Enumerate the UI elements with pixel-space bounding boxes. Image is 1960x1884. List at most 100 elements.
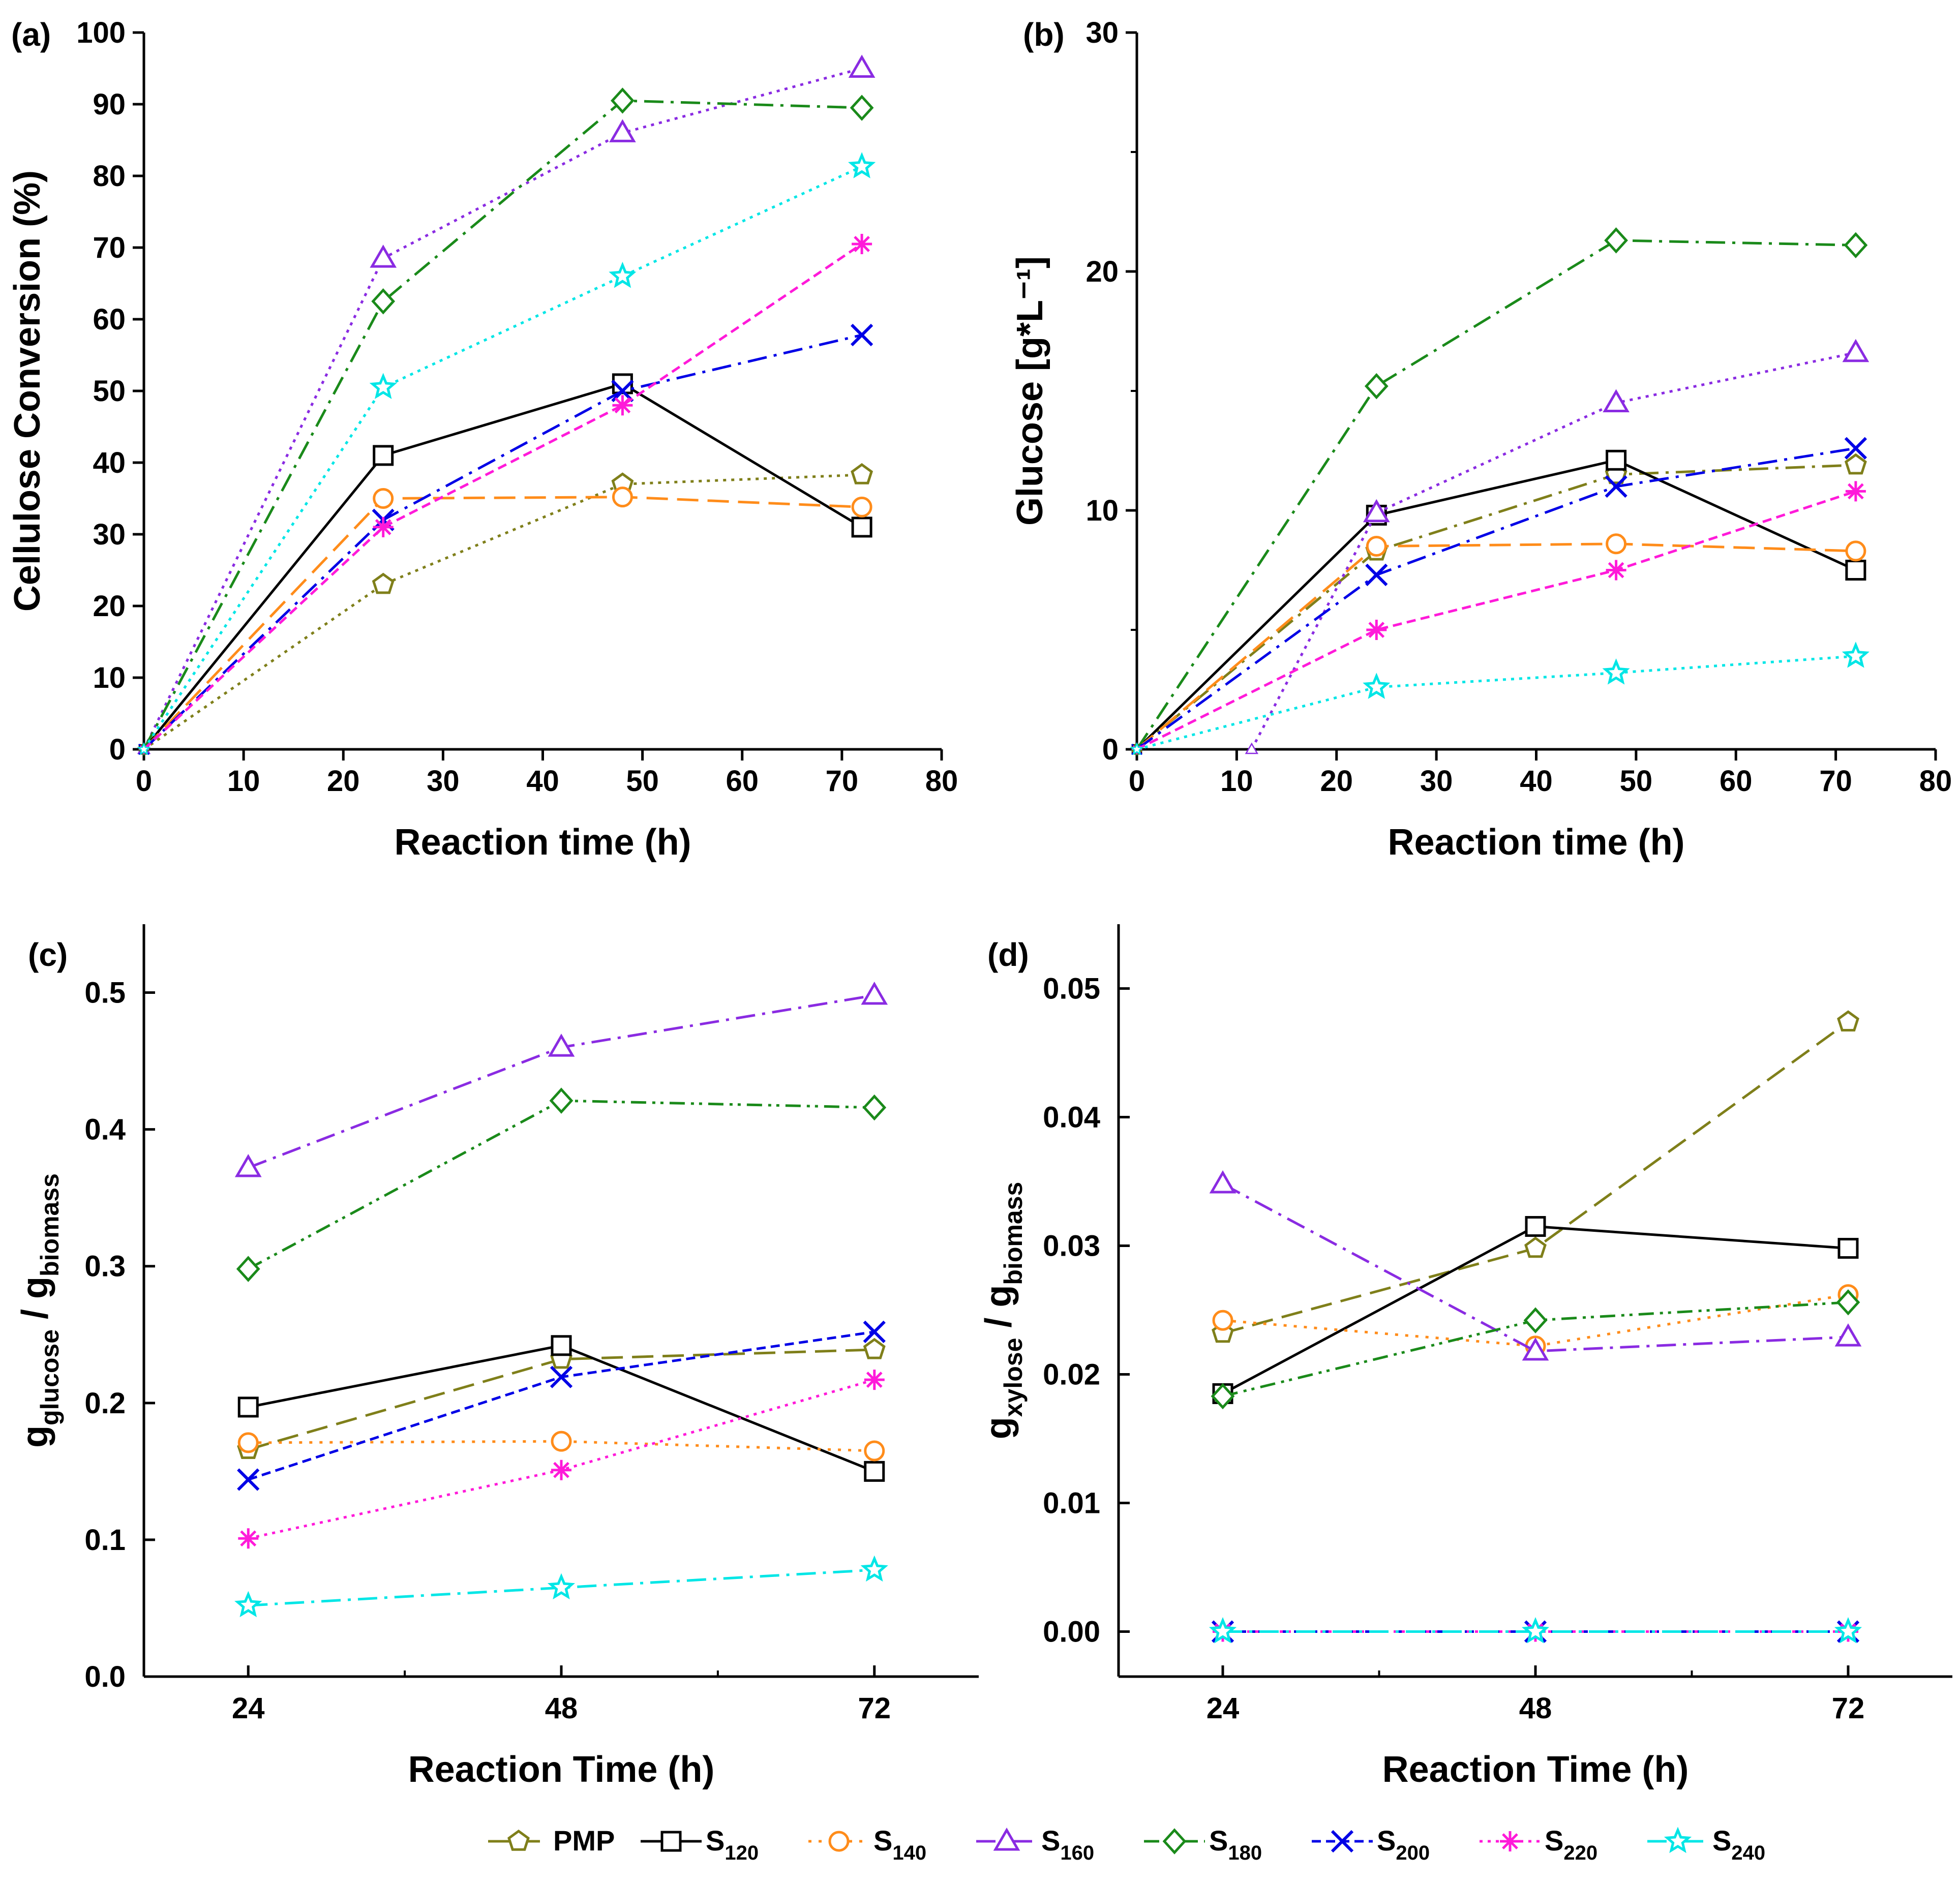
series-line-S140 bbox=[1222, 1293, 1849, 1348]
data-point-S120 bbox=[864, 1461, 885, 1482]
y-tick-label: 0.01 bbox=[1043, 1486, 1100, 1520]
data-point-S240 bbox=[1363, 673, 1391, 699]
data-point-S120 bbox=[1845, 560, 1866, 581]
x-tick-label: 70 bbox=[826, 765, 859, 798]
x-tick-label: 10 bbox=[1220, 765, 1253, 798]
data-point-S140 bbox=[612, 487, 633, 508]
series-line-PMP bbox=[143, 473, 862, 751]
data-point-S200 bbox=[550, 1365, 573, 1388]
data-point-S160 bbox=[1834, 1323, 1862, 1347]
legend-marker-S140 bbox=[828, 1831, 850, 1852]
series-line-S140 bbox=[143, 496, 862, 750]
x-tick-label: 60 bbox=[1720, 765, 1753, 798]
x-tick-label: 80 bbox=[925, 765, 958, 798]
data-point-PMP bbox=[372, 572, 395, 594]
data-point-S200 bbox=[1844, 437, 1867, 460]
data-point-S160 bbox=[1209, 1170, 1237, 1194]
data-point-S180 bbox=[1211, 1383, 1235, 1410]
data-point-PMP bbox=[863, 1338, 886, 1359]
legend-item-PMP: PMP bbox=[488, 1825, 615, 1857]
data-point-S140 bbox=[1366, 536, 1387, 557]
data-point-S200 bbox=[1365, 563, 1388, 587]
data-point-S160 bbox=[370, 245, 397, 268]
data-point-S220 bbox=[373, 516, 394, 537]
y-tick-label: 0.0 bbox=[84, 1660, 126, 1693]
data-point-S240 bbox=[369, 373, 397, 399]
x-tick-label: 48 bbox=[1519, 1692, 1552, 1725]
data-point-S180 bbox=[1836, 1289, 1860, 1316]
data-point-S120 bbox=[851, 516, 872, 538]
data-point-S160 bbox=[234, 1153, 262, 1177]
data-point-S140 bbox=[851, 496, 872, 518]
x-tick-label: 24 bbox=[1207, 1692, 1240, 1725]
data-point-S140 bbox=[1606, 533, 1627, 555]
data-point-S120 bbox=[237, 1396, 259, 1418]
panel-0: 0 10 20 30 40 50 60 70 80 0 10 20 30 40 50 60 70 80 90 100 (… bbox=[7, 16, 958, 863]
series-line-S220 bbox=[248, 1378, 875, 1540]
y-tick-label: 80 bbox=[93, 160, 126, 193]
data-point-S160 bbox=[609, 119, 636, 142]
data-point-S160 bbox=[1245, 742, 1258, 754]
y-tick-label: 0.03 bbox=[1043, 1229, 1100, 1262]
y-axis-title: Glucose [g*L⁻¹] bbox=[1010, 256, 1050, 526]
legend-item-S180: S180 bbox=[1144, 1825, 1262, 1864]
y-axis-title-part: / g bbox=[15, 1277, 55, 1329]
series-line-S180 bbox=[142, 99, 862, 750]
legend-marker-S200 bbox=[1331, 1830, 1354, 1853]
series-line-PMP bbox=[1222, 1021, 1849, 1334]
data-point-S220 bbox=[852, 234, 872, 254]
data-point-S240 bbox=[848, 152, 876, 178]
data-point-S220 bbox=[238, 1528, 259, 1549]
panel-2: 24 48 72 0.0 0.1 0.2 0.3 0.4 0.5 (c) Reaction Time… bbox=[15, 924, 979, 1790]
legend-label: S240 bbox=[1712, 1825, 1765, 1864]
legend-marker-S160 bbox=[993, 1828, 1020, 1851]
data-point-S240 bbox=[1209, 1617, 1237, 1644]
x-tick-label: 30 bbox=[1420, 765, 1453, 798]
data-point-S140 bbox=[864, 1440, 885, 1462]
data-point-S220 bbox=[864, 1370, 885, 1390]
y-axis-title-part: biomass bbox=[36, 1173, 64, 1277]
legend-label: S120 bbox=[706, 1825, 759, 1864]
x-tick-label: 80 bbox=[1919, 765, 1952, 798]
series-line-S140 bbox=[248, 1440, 875, 1452]
data-point-S160 bbox=[1522, 1337, 1549, 1361]
panel-3: 24 48 72 0.00 0.01 0.02 0.03 0.04 0.05 (d) Reactio… bbox=[978, 924, 1952, 1790]
legend-marker-S180 bbox=[1162, 1828, 1187, 1855]
data-point-S180 bbox=[1844, 232, 1868, 259]
y-tick-label: 70 bbox=[93, 231, 126, 264]
panel-label: (b) bbox=[1023, 16, 1065, 53]
data-point-S120 bbox=[1837, 1238, 1859, 1259]
data-point-S220 bbox=[1606, 560, 1626, 581]
y-axis-title: gxylose / gbiomass bbox=[978, 1182, 1028, 1440]
y-tick-label: 100 bbox=[76, 16, 126, 49]
data-point-S220 bbox=[1845, 481, 1866, 502]
data-point-S160 bbox=[548, 1034, 575, 1057]
data-point-S240 bbox=[547, 1573, 576, 1600]
series-line-S240 bbox=[248, 1568, 875, 1607]
y-tick-label: 0.3 bbox=[84, 1250, 126, 1283]
x-tick-label: 40 bbox=[1520, 765, 1553, 798]
series-line-S140 bbox=[1136, 542, 1856, 750]
x-tick-label: 30 bbox=[427, 765, 460, 798]
x-tick-label: 40 bbox=[526, 765, 559, 798]
x-tick-label: 70 bbox=[1819, 765, 1852, 798]
series-line-S160 bbox=[1222, 1182, 1849, 1353]
x-tick-label: 0 bbox=[136, 765, 152, 798]
legend-item-S200: S200 bbox=[1312, 1825, 1430, 1864]
y-tick-label: 20 bbox=[93, 590, 126, 623]
y-tick-label: 0 bbox=[109, 733, 126, 766]
legend-item-S240: S240 bbox=[1647, 1825, 1765, 1864]
x-tick-label: 10 bbox=[227, 765, 260, 798]
data-point-S240 bbox=[1834, 1617, 1862, 1644]
legend-label: S220 bbox=[1545, 1825, 1597, 1864]
data-point-S160 bbox=[1603, 389, 1630, 412]
data-point-S240 bbox=[1521, 1617, 1550, 1644]
x-tick-label: 20 bbox=[327, 765, 360, 798]
x-axis-title: Reaction time (h) bbox=[394, 822, 691, 863]
data-point-PMP bbox=[851, 463, 873, 484]
data-point-S120 bbox=[1525, 1216, 1546, 1237]
data-point-S140 bbox=[551, 1431, 572, 1452]
y-tick-label: 0.5 bbox=[84, 977, 126, 1010]
series-line-S200 bbox=[1136, 447, 1856, 751]
